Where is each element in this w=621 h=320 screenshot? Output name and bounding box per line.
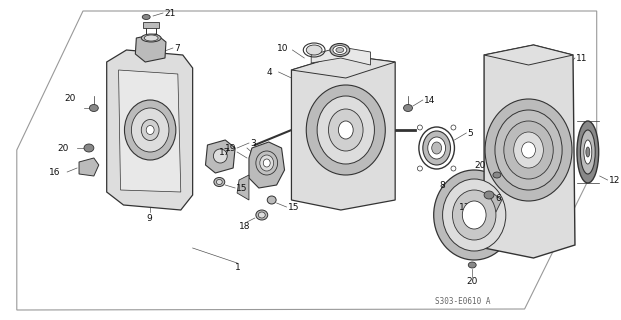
Text: 5: 5 bbox=[467, 129, 473, 138]
Polygon shape bbox=[206, 140, 235, 173]
Ellipse shape bbox=[258, 212, 265, 218]
Polygon shape bbox=[79, 158, 99, 176]
Ellipse shape bbox=[333, 45, 347, 54]
Text: 1: 1 bbox=[235, 263, 241, 273]
Polygon shape bbox=[311, 47, 371, 65]
Text: 4: 4 bbox=[267, 68, 273, 76]
Ellipse shape bbox=[263, 159, 270, 167]
Ellipse shape bbox=[428, 137, 445, 159]
Polygon shape bbox=[291, 55, 395, 210]
Text: S303-E0610 A: S303-E0610 A bbox=[435, 298, 490, 307]
Polygon shape bbox=[484, 45, 573, 65]
Ellipse shape bbox=[522, 142, 535, 158]
Ellipse shape bbox=[443, 179, 506, 251]
Ellipse shape bbox=[453, 190, 496, 240]
Text: 16: 16 bbox=[50, 167, 61, 177]
Text: 8: 8 bbox=[440, 180, 445, 189]
Text: 7: 7 bbox=[174, 44, 179, 52]
Polygon shape bbox=[291, 55, 395, 78]
Text: 15: 15 bbox=[288, 203, 299, 212]
Ellipse shape bbox=[423, 131, 450, 165]
Text: 21: 21 bbox=[164, 9, 175, 18]
Text: 12: 12 bbox=[609, 175, 620, 185]
Text: 14: 14 bbox=[424, 95, 435, 105]
Ellipse shape bbox=[432, 142, 442, 154]
Ellipse shape bbox=[306, 85, 385, 175]
Polygon shape bbox=[249, 142, 284, 188]
Text: 20: 20 bbox=[474, 161, 486, 170]
Ellipse shape bbox=[260, 155, 274, 171]
Ellipse shape bbox=[504, 121, 553, 179]
Ellipse shape bbox=[267, 196, 276, 204]
Ellipse shape bbox=[214, 149, 227, 163]
Ellipse shape bbox=[514, 132, 543, 168]
Text: 17: 17 bbox=[219, 148, 231, 156]
Ellipse shape bbox=[581, 130, 595, 174]
Text: 2: 2 bbox=[351, 124, 357, 132]
Ellipse shape bbox=[84, 144, 94, 152]
Ellipse shape bbox=[485, 99, 572, 201]
Ellipse shape bbox=[338, 121, 353, 139]
Polygon shape bbox=[135, 34, 166, 62]
Ellipse shape bbox=[484, 191, 494, 199]
Ellipse shape bbox=[216, 180, 222, 185]
Ellipse shape bbox=[577, 121, 599, 183]
Bar bbox=[143, 22, 159, 28]
Polygon shape bbox=[107, 50, 193, 210]
Polygon shape bbox=[484, 45, 575, 258]
Text: 9: 9 bbox=[146, 213, 152, 222]
Ellipse shape bbox=[141, 34, 161, 42]
Polygon shape bbox=[119, 70, 181, 192]
Text: 11: 11 bbox=[576, 53, 587, 62]
Ellipse shape bbox=[256, 210, 268, 220]
Text: 18: 18 bbox=[239, 221, 251, 230]
Ellipse shape bbox=[463, 201, 486, 229]
Ellipse shape bbox=[89, 105, 98, 111]
Ellipse shape bbox=[132, 108, 169, 152]
Ellipse shape bbox=[336, 47, 344, 52]
Text: 20: 20 bbox=[466, 277, 478, 286]
Text: 15: 15 bbox=[236, 183, 248, 193]
Ellipse shape bbox=[468, 262, 476, 268]
Ellipse shape bbox=[256, 151, 278, 175]
Text: 19: 19 bbox=[225, 143, 237, 153]
Ellipse shape bbox=[142, 14, 150, 20]
Ellipse shape bbox=[144, 35, 158, 41]
Ellipse shape bbox=[433, 170, 515, 260]
Ellipse shape bbox=[493, 172, 501, 178]
Ellipse shape bbox=[586, 147, 590, 157]
Text: 6: 6 bbox=[495, 194, 501, 203]
Ellipse shape bbox=[330, 44, 350, 57]
Text: 10: 10 bbox=[276, 44, 288, 52]
Ellipse shape bbox=[329, 109, 363, 151]
Ellipse shape bbox=[141, 119, 159, 140]
Text: 13: 13 bbox=[460, 203, 471, 212]
Ellipse shape bbox=[584, 140, 592, 164]
Text: 20: 20 bbox=[57, 143, 69, 153]
Polygon shape bbox=[237, 175, 249, 200]
Ellipse shape bbox=[404, 105, 412, 111]
Ellipse shape bbox=[317, 96, 374, 164]
Ellipse shape bbox=[146, 125, 154, 134]
Ellipse shape bbox=[306, 45, 322, 55]
Ellipse shape bbox=[124, 100, 176, 160]
Text: 3: 3 bbox=[250, 139, 256, 148]
Ellipse shape bbox=[214, 178, 225, 187]
Ellipse shape bbox=[495, 110, 562, 190]
Text: 20: 20 bbox=[64, 93, 76, 102]
Polygon shape bbox=[484, 194, 502, 212]
